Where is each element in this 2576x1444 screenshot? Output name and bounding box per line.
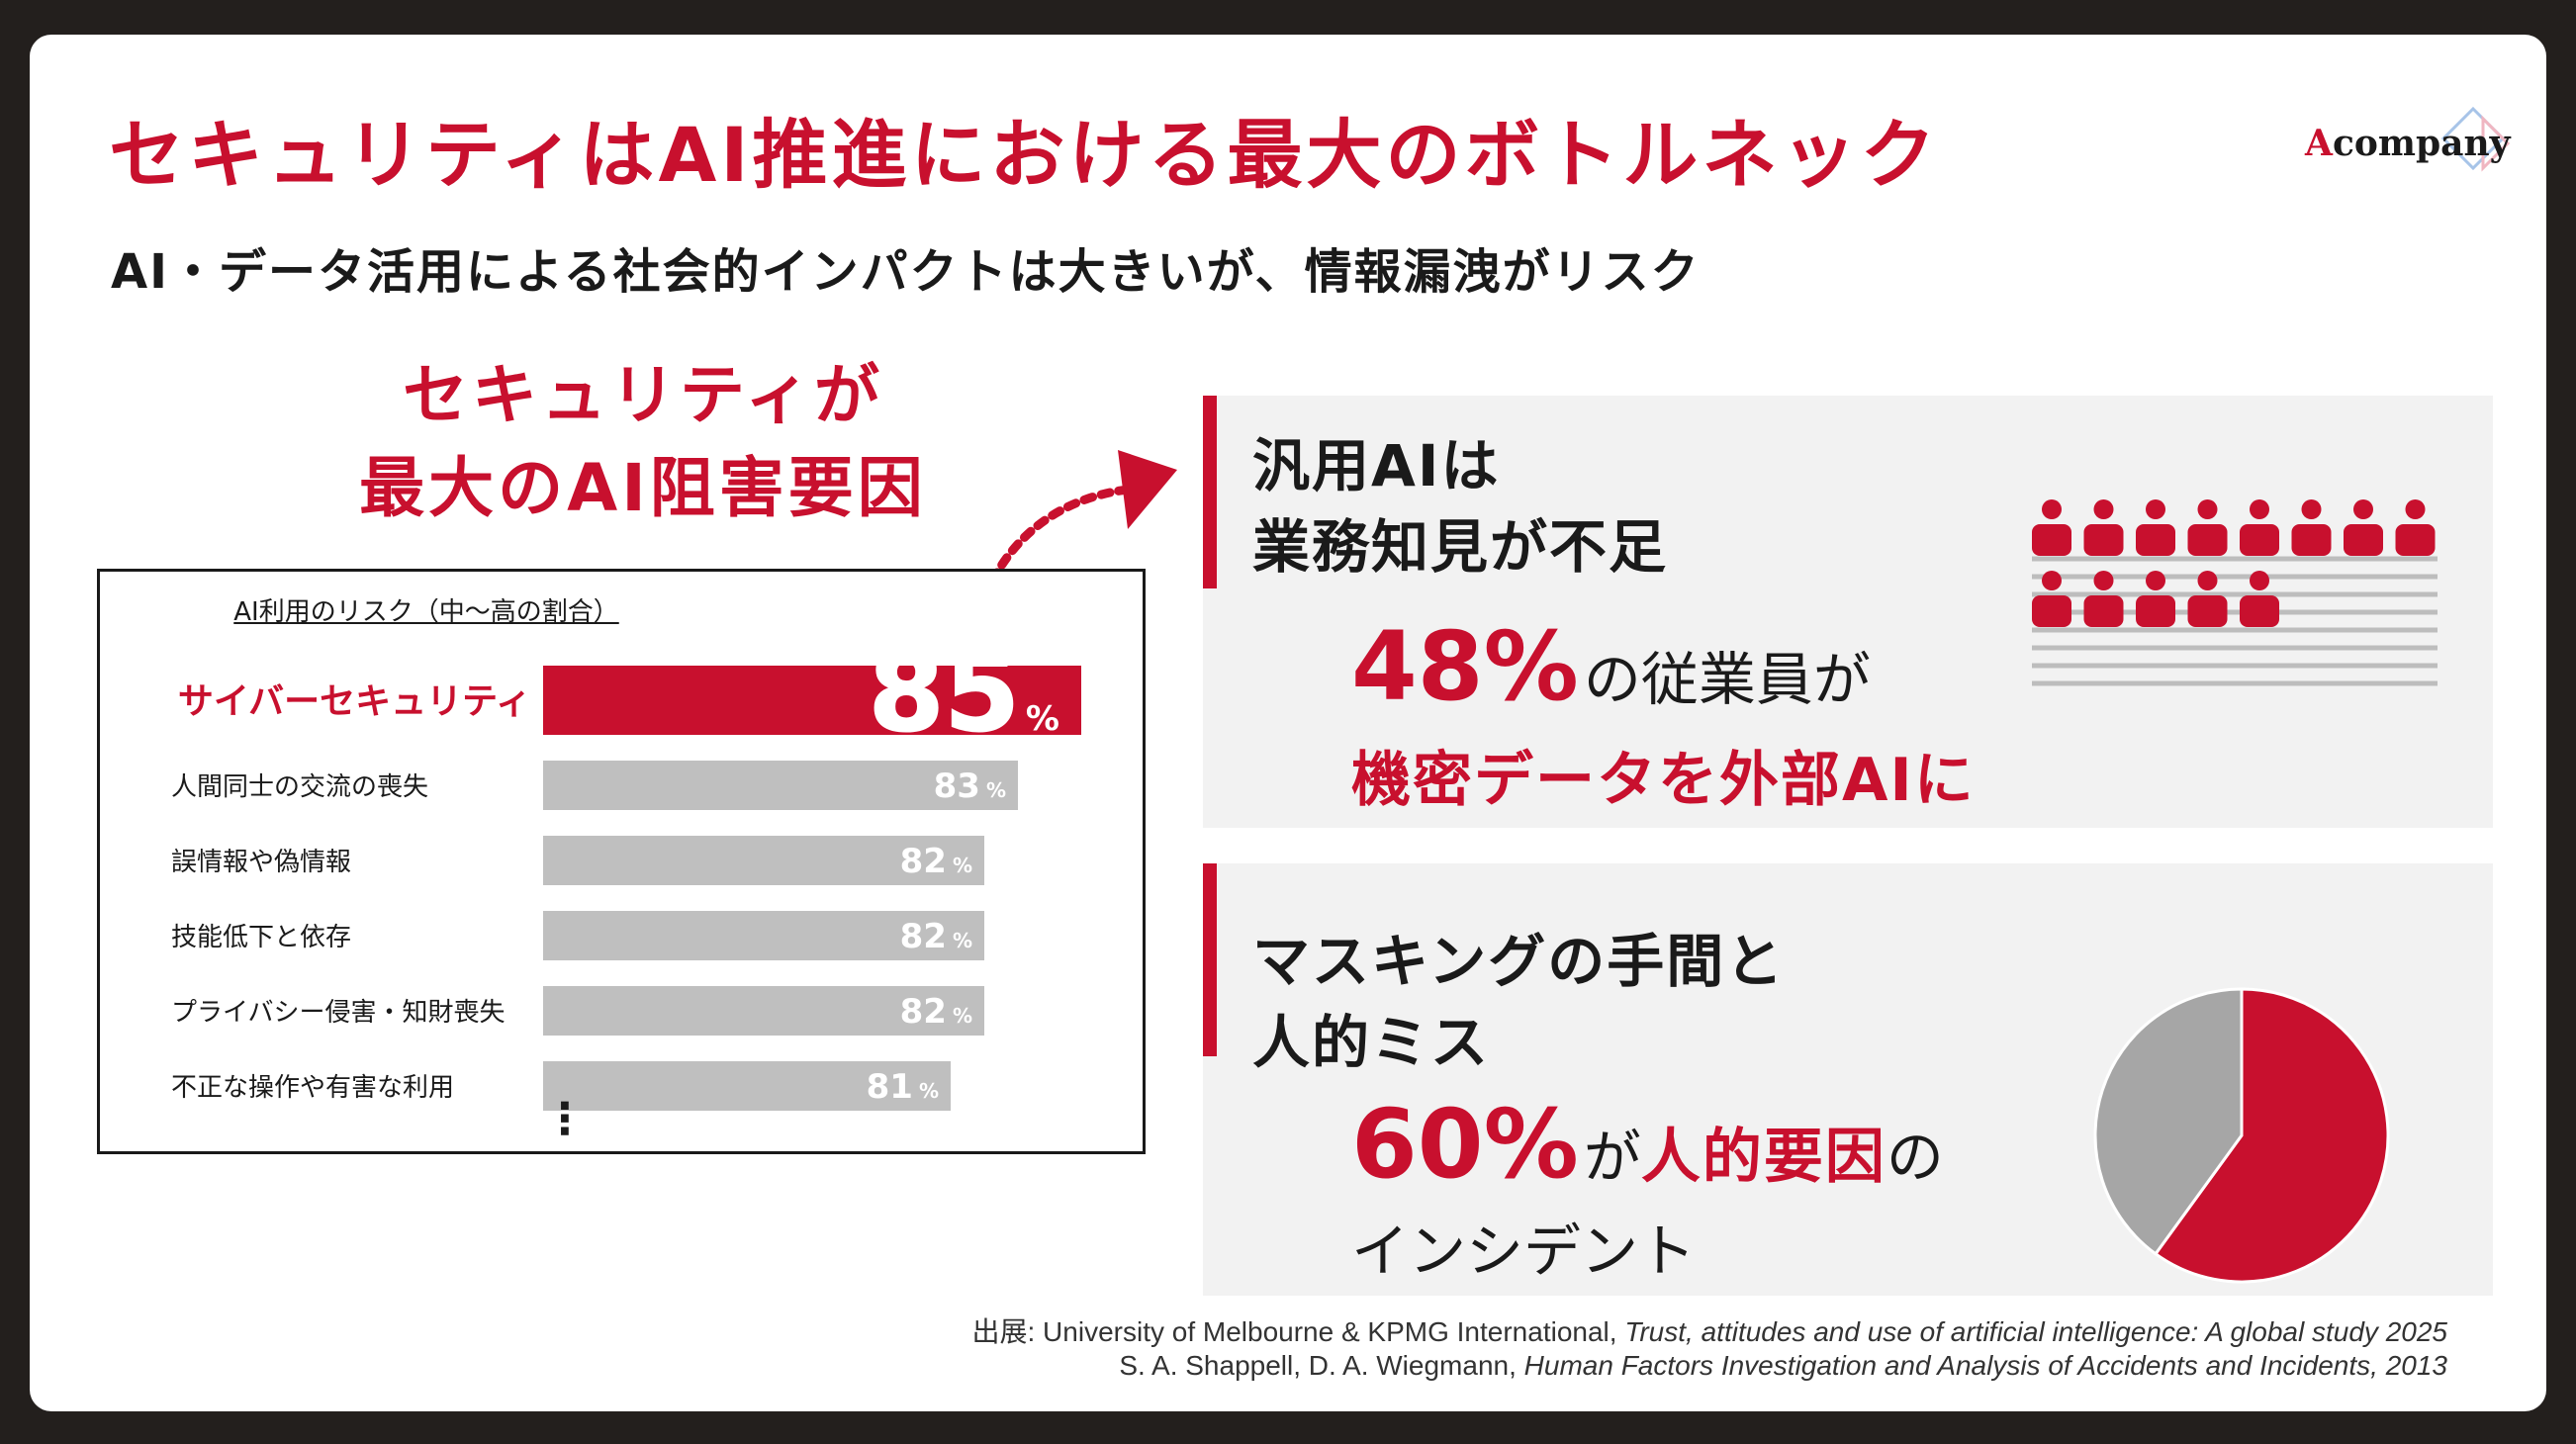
pie-slice-1 (2093, 987, 2244, 1256)
pie-slice-0 (2153, 987, 2390, 1284)
panel2-stat-tail: の (1886, 1124, 1944, 1191)
value-label-4: 82% (900, 992, 972, 1032)
source-line1: 出展: University of Melbourne & KPMG Inter… (971, 1316, 2448, 1347)
incident-pie-chart (2093, 987, 2390, 1284)
category-label-2: 誤情報や偽情報 (171, 848, 351, 877)
panel-knowledge: 汎用AIは 業務知見が不足 48% の従業員が 機密データを外部AIに (1203, 396, 2493, 828)
people-icon (2032, 499, 2438, 686)
logo-text: company (2332, 123, 2511, 164)
value-label-2: 82% (900, 842, 972, 881)
panel2-stat-red: 人的要因 (1640, 1123, 1886, 1192)
panel2-stat: 60% (1351, 1089, 1579, 1200)
continuation-icon: ⋮ (543, 1094, 587, 1144)
panel1-stat-suffix: の従業員が (1583, 646, 1871, 713)
person-icon (2083, 499, 2124, 556)
logo-mark-icon (2440, 106, 2511, 172)
bar-2 (543, 836, 984, 885)
slide: セキュリティはAI推進における最大のボトルネック Acompany AI・データ… (30, 35, 2546, 1411)
panel1-heading-line1: 汎用AIは (1252, 432, 1501, 499)
bar-4 (543, 986, 984, 1036)
value-label-1: 83% (934, 767, 1006, 806)
panel2-stat-line: 60% が人的要因の (1351, 1089, 1944, 1200)
category-label-5: 不正な操作や有害な利用 (171, 1073, 454, 1103)
risk-chart: AI利用のリスク（中〜高の割合） サイバーセキュリティ 85% 人間同士の交流の喪失… (97, 569, 1146, 1154)
panel2-stat-line2: インシデント (1351, 1218, 1697, 1285)
panel2-heading-line2: 人的ミス (1252, 1009, 1491, 1076)
callout-line2: 最大のAI阻害要因 (359, 450, 927, 526)
source-line2: S. A. Shappell, D. A. Wiegmann, Human Fa… (1119, 1350, 2447, 1381)
logo-a: A (2305, 123, 2333, 164)
category-label-4: プライバシー侵害・知財喪失 (171, 998, 505, 1028)
panel-masking: マスキングの手間と 人的ミス 60% が人的要因の インシデント (1203, 863, 2493, 1296)
company-logo: Acompany (2275, 79, 2523, 188)
panel1-stat-line2: 機密データを外部AIに (1351, 746, 1976, 815)
panel-accent-bar (1203, 396, 1217, 588)
page-title: セキュリティはAI推進における最大のボトルネック (109, 111, 1940, 199)
chart-title: AI利用のリスク（中〜高の割合） (233, 597, 619, 627)
person-icon (2344, 499, 2383, 556)
person-icon (2136, 571, 2175, 627)
person-icon (2187, 499, 2228, 556)
person-icon (2240, 571, 2279, 627)
person-icon (2083, 571, 2124, 627)
risk-bar-chart: サイバーセキュリティ 85 % 人間同士の交流の喪失 83 % 誤情報や偽情報 82 % 技能低下… (171, 628, 1081, 1144)
panel1-stat: 48% (1351, 611, 1579, 722)
sources: 出展: University of Melbourne & KPMG Inter… (972, 1315, 2448, 1383)
value-label-3: 82% (900, 917, 972, 956)
person-icon (2032, 571, 2071, 627)
person-icon (2136, 499, 2175, 556)
panel1-heading-line2: 業務知見が不足 (1252, 513, 1669, 581)
person-icon (2187, 571, 2228, 627)
bar-3 (543, 911, 984, 960)
panel2-heading: マスキングの手間と 人的ミス (1252, 921, 1785, 1083)
value-label-5: 81% (867, 1067, 939, 1107)
bar-1 (543, 761, 1018, 810)
panel2-heading-line1: マスキングの手間と (1252, 928, 1786, 995)
category-label-1: 人間同士の交流の喪失 (171, 772, 428, 802)
category-label-0: サイバーセキュリティ (178, 681, 531, 722)
category-label-3: 技能低下と依存 (171, 923, 351, 952)
page-subtitle: AI・データ活用による社会的インパクトは大きいが、情報漏洩がリスク (111, 244, 1701, 300)
panel2-stat-mid: が (1583, 1124, 1641, 1191)
person-icon (2291, 499, 2332, 556)
bar-0 (543, 666, 1081, 735)
panel1-stat-line: 48% の従業員が (1351, 611, 1871, 722)
panel-accent-bar (1203, 863, 1217, 1056)
panel1-heading: 汎用AIは 業務知見が不足 (1252, 425, 1668, 587)
person-icon (2395, 499, 2436, 556)
person-icon (2032, 499, 2071, 556)
callout-line1: セキュリティが (402, 357, 884, 433)
callout: セキュリティが 最大のAI阻害要因 (287, 349, 999, 535)
person-icon (2240, 499, 2279, 556)
bar-5 (543, 1061, 951, 1111)
value-label-0: 85% (869, 629, 1059, 756)
